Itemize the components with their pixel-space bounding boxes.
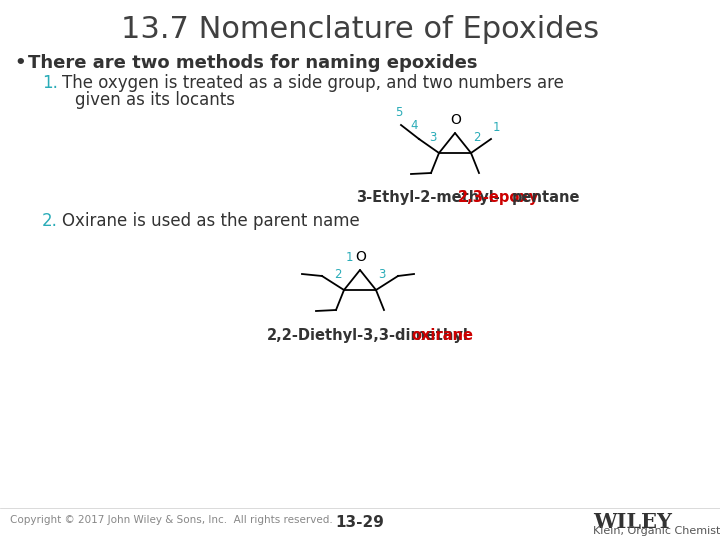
Text: 2,2-Diethyl-3,3-dimethyl: 2,2-Diethyl-3,3-dimethyl	[267, 328, 469, 343]
Text: 4: 4	[410, 119, 418, 132]
Text: There are two methods for naming epoxides: There are two methods for naming epoxide…	[28, 54, 477, 72]
Text: Klein, Organic Chemistry 3e: Klein, Organic Chemistry 3e	[593, 526, 720, 536]
Text: Oxirane is used as the parent name: Oxirane is used as the parent name	[62, 212, 360, 230]
Text: The oxygen is treated as a side group, and two numbers are: The oxygen is treated as a side group, a…	[62, 74, 564, 92]
Text: 2.: 2.	[42, 212, 58, 230]
Text: •: •	[14, 54, 26, 72]
Text: O: O	[451, 113, 462, 127]
Text: 2,3-epoxy: 2,3-epoxy	[458, 190, 539, 205]
Text: 2: 2	[335, 268, 342, 281]
Text: 3: 3	[430, 131, 437, 144]
Text: 3-Ethyl-2-methyl-: 3-Ethyl-2-methyl-	[356, 190, 500, 205]
Text: 13.7 Nomenclature of Epoxides: 13.7 Nomenclature of Epoxides	[121, 15, 599, 44]
Text: Copyright © 2017 John Wiley & Sons, Inc.  All rights reserved.: Copyright © 2017 John Wiley & Sons, Inc.…	[10, 515, 333, 525]
Text: 5: 5	[395, 106, 402, 119]
Text: given as its locants: given as its locants	[75, 91, 235, 109]
Text: 13-29: 13-29	[336, 515, 384, 530]
Text: 1.: 1.	[42, 74, 58, 92]
Text: oxirane: oxirane	[411, 328, 473, 343]
Text: WILEY: WILEY	[593, 512, 672, 532]
Text: 1: 1	[493, 121, 500, 134]
Text: pentane: pentane	[512, 190, 580, 205]
Text: 1: 1	[346, 251, 353, 264]
Text: 3: 3	[378, 268, 385, 281]
Text: O: O	[356, 250, 366, 264]
Text: 2: 2	[473, 131, 480, 144]
